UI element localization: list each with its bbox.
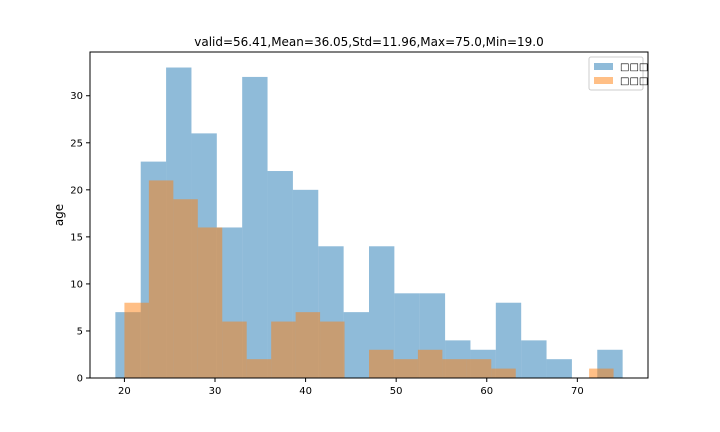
x-tick-label: 50 — [390, 386, 403, 397]
histogram-bar-series-2-8 — [295, 312, 321, 378]
plot-frame — [89, 51, 649, 379]
histogram-bar-series-2-9 — [320, 321, 345, 378]
legend: □□□ □□□ — [588, 56, 648, 91]
y-tick-label: 15 — [70, 232, 83, 243]
histogram-bar-series-2-5 — [222, 321, 247, 378]
x-tick-label: 40 — [299, 386, 312, 397]
legend-swatch-series-2 — [594, 77, 613, 84]
histogram-bar-series-2-11 — [369, 349, 394, 378]
y-axis-label: age — [52, 204, 66, 226]
bars-layer — [115, 67, 623, 379]
histogram-bar-series-2-6 — [246, 359, 272, 378]
histogram-bar-series-2-4 — [197, 227, 223, 378]
histogram-bar-series-1-16 — [495, 302, 522, 378]
x-axis: 20 30 40 50 60 70 — [118, 378, 584, 397]
histogram-bar-series-2-7 — [271, 321, 296, 378]
chart-title: valid=56.41,Mean=36.05,Std=11.96,Max=75.… — [194, 35, 544, 49]
histogram-bar-series-2-12 — [393, 359, 418, 378]
y-tick-label: 20 — [70, 185, 83, 196]
histogram-bar-series-1-18 — [546, 359, 572, 378]
y-tick-label: 25 — [70, 138, 83, 149]
histogram-bar-series-2-3 — [173, 199, 198, 378]
x-tick-label: 30 — [209, 386, 222, 397]
histogram-bar-series-1-17 — [521, 340, 547, 378]
x-tick-label: 70 — [571, 386, 584, 397]
histogram-bar-series-2-13 — [417, 349, 443, 378]
histogram-bar-series-2-2 — [148, 180, 174, 378]
histogram-bar-series-1-10 — [343, 312, 369, 378]
legend-label-series-2: □□□ — [620, 76, 648, 87]
x-tick-label: 20 — [118, 386, 131, 397]
histogram-bar-series-2-16 — [491, 368, 516, 378]
x-tick-label: 60 — [480, 386, 493, 397]
y-axis: 0 5 10 15 20 25 30 — [70, 91, 90, 385]
y-tick-label: 5 — [77, 326, 83, 337]
y-tick-label: 30 — [70, 91, 83, 102]
histogram-bar-series-2-14 — [442, 359, 467, 378]
y-tick-label: 10 — [70, 279, 83, 290]
histogram-bar-series-2-1 — [124, 302, 149, 378]
histogram-bar-series-2-15 — [466, 359, 492, 378]
histogram-bar-series-2-20 — [589, 368, 614, 378]
legend-swatch-series-1 — [594, 63, 613, 70]
y-tick-label: 0 — [77, 374, 83, 385]
legend-label-series-1: □□□ — [620, 62, 648, 73]
